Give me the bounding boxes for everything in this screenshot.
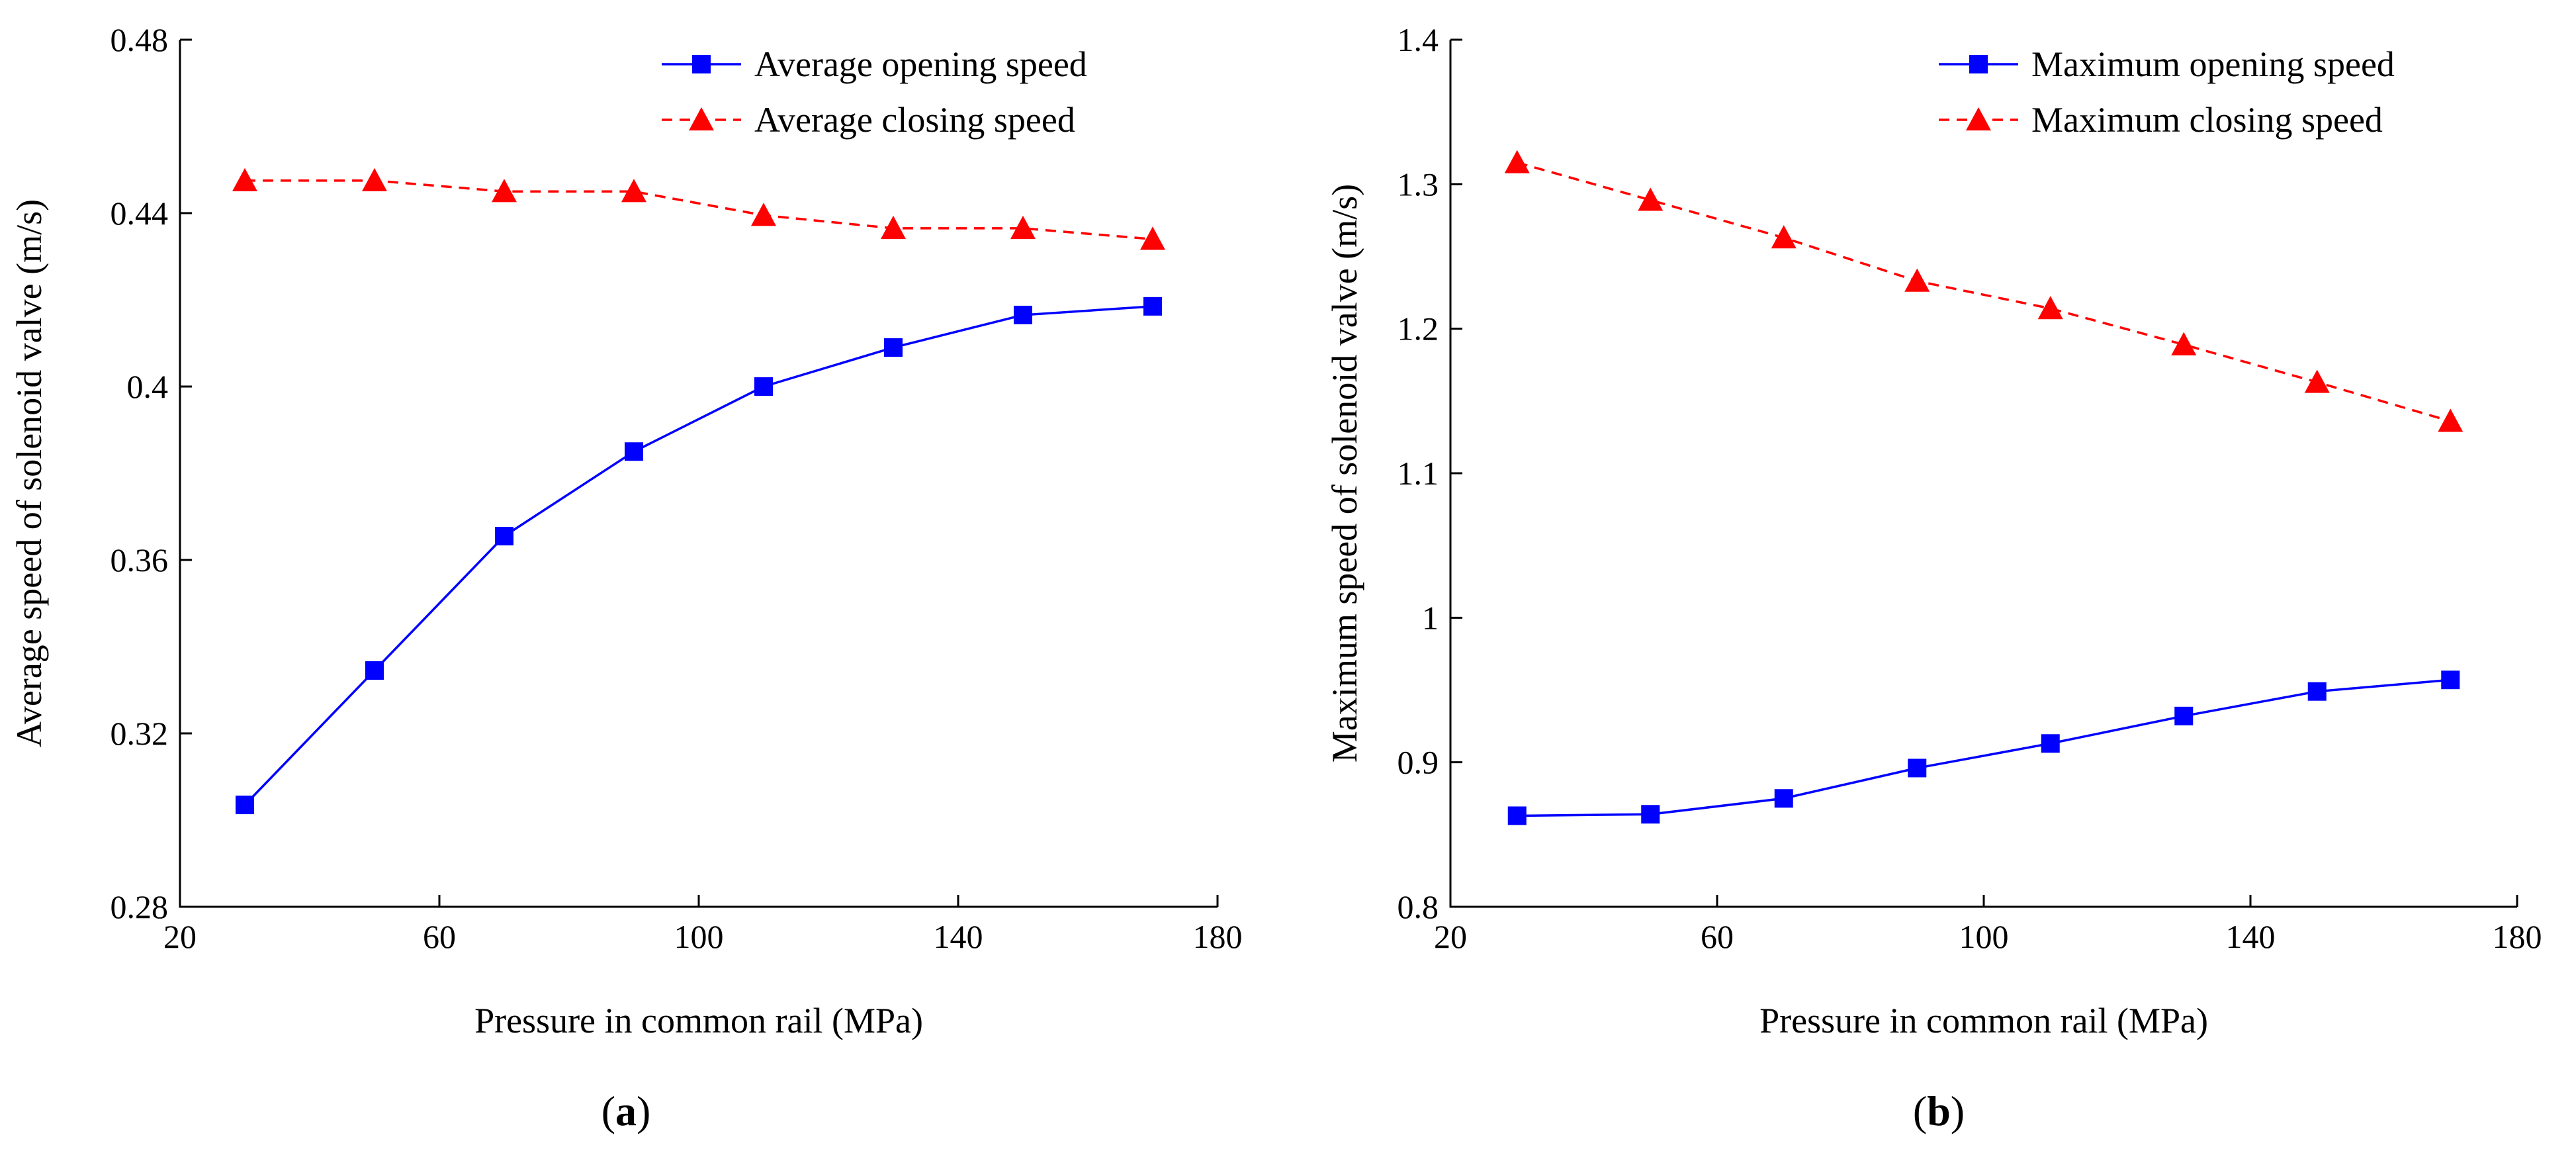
chart-b-legend-label-1: Maximum opening speed: [2031, 44, 2395, 84]
chart-b-y-tick-label: 1.3: [1398, 165, 1439, 203]
chart-b-ticks: 20 60 100 140 180 0.8 0.9 1 1.1 1.2 1.3 1.4: [1398, 21, 2542, 955]
chart-b-series-2-point: [2304, 369, 2330, 393]
chart-b-series-1-point: [2307, 682, 2327, 701]
chart-b-x-axis-title: Pressure in common rail (MPa): [1759, 1001, 2208, 1040]
chart-b-legend-marker-1: [1969, 55, 1988, 73]
chart-a-x-tick-label: 60: [423, 918, 456, 955]
chart-b-axes: [1449, 40, 2517, 908]
chart-b-y-tick-label: 1.4: [1398, 21, 1439, 58]
chart-b-x-tick-label: 20: [1434, 918, 1467, 955]
chart-b-series-2-point: [1904, 268, 1930, 292]
chart-a-legend-label-2: Average closing speed: [754, 100, 1075, 140]
chart-a-legend: Average opening speed Average closing spe…: [662, 44, 1087, 140]
chart-b-x-tick-label: 180: [2493, 918, 2542, 955]
chart-b-series-line-1: [1517, 678, 2451, 817]
chart-a-y-tick-label: 0.32: [111, 715, 169, 752]
chart-a-series-line-2: [245, 179, 1153, 241]
chart-b-series-1-point: [1908, 759, 1927, 778]
chart-a-series-1-point: [236, 796, 254, 815]
chart-a-y-axis-title: Average speed of solenoid valve (m/s): [9, 199, 49, 747]
chart-a-x-tick-label: 100: [674, 918, 724, 955]
chart-b-y-tick-label: 0.9: [1398, 744, 1439, 781]
chart-a-panel-label: (a): [601, 1087, 651, 1134]
chart-b-y-tick-label: 1: [1422, 599, 1439, 636]
chart-a-legend-label-1: Average opening speed: [754, 44, 1087, 84]
chart-a-plot-area: [232, 167, 1165, 815]
chart-b-panel-letter: b: [1927, 1087, 1951, 1134]
chart-b-series-1-point: [1641, 805, 1660, 824]
chart-b-series-2-point: [1504, 150, 1530, 173]
chart-a-panel-letter: a: [615, 1087, 637, 1134]
chart-b-series-1-point: [2441, 670, 2460, 690]
chart-b-series-1-point: [1774, 789, 1793, 808]
chart-a-legend-marker-1: [692, 55, 711, 73]
chart-b-y-axis-title: Maximum speed of solenoid valve (m/s): [1325, 184, 1364, 762]
chart-a-legend-marker-2: [689, 107, 714, 131]
chart-a-series-2-point: [492, 179, 517, 203]
chart-b-x-tick-label: 60: [1701, 918, 1734, 955]
chart-a-series-1-point: [625, 442, 643, 461]
chart-a-x-tick-label: 20: [163, 918, 197, 955]
chart-b-y-tick-label: 1.2: [1398, 310, 1439, 347]
chart-a-y-tick-label: 0.28: [111, 888, 169, 925]
chart-a-series-line-1: [244, 305, 1153, 806]
chart-b-series-2-point: [2438, 408, 2464, 432]
chart-a-series-2-point: [751, 203, 776, 226]
chart-a-series-1-point: [365, 661, 384, 680]
chart-a: 20 60 100 140 180 0.28 0.32 0.36 0.4 0.44 0.48 Ave…: [9, 21, 1243, 1134]
chart-b: 20 60 100 140 180 0.8 0.9 1 1.1 1.2 1.3 1.4 Maximum…: [1325, 21, 2542, 1134]
chart-b-series-2-point: [1638, 187, 1664, 211]
chart-b-legend-marker-2: [1966, 107, 1991, 131]
chart-a-series-1-point: [1014, 305, 1032, 324]
chart-b-y-tick-label: 0.8: [1398, 888, 1439, 925]
chart-a-series-2-point: [1140, 226, 1165, 250]
chart-a-x-tick-label: 180: [1193, 918, 1243, 955]
chart-b-series-1-point: [1507, 806, 1527, 825]
chart-b-y-tick-label: 1.1: [1398, 455, 1439, 492]
chart-a-y-tick-label: 0.36: [111, 541, 169, 578]
chart-a-series-2-point: [362, 167, 387, 192]
chart-a-series-2-point: [881, 215, 906, 240]
chart-b-series-2-point: [1771, 225, 1797, 249]
chart-a-y-tick-label: 0.48: [111, 21, 169, 58]
chart-b-legend: Maximum opening speed Maximum closing spe…: [1939, 44, 2395, 140]
chart-a-series-2-point: [1010, 215, 1036, 240]
chart-b-panel-label: (b): [1913, 1087, 1965, 1134]
chart-b-x-tick-label: 100: [1959, 918, 2009, 955]
chart-a-y-tick-label: 0.4: [127, 368, 169, 405]
chart-a-axes: [179, 40, 1218, 908]
chart-a-series-1-point: [495, 526, 513, 545]
chart-a-x-axis-title: Pressure in common rail (MPa): [474, 1001, 923, 1040]
chart-a-y-tick-label: 0.44: [111, 195, 169, 232]
chart-a-ticks: 20 60 100 140 180 0.28 0.32 0.36 0.4 0.44 0.48: [111, 21, 1243, 955]
chart-b-series-1-point: [2174, 706, 2194, 725]
chart-b-x-tick-label: 140: [2226, 918, 2276, 955]
chart-a-x-tick-label: 140: [934, 918, 983, 955]
chart-b-series-line-2: [1517, 161, 2451, 423]
chart-a-series-2-point: [232, 167, 257, 192]
chart-a-series-2-point: [621, 179, 646, 203]
chart-b-plot-area: [1504, 150, 2464, 825]
chart-b-series-1-point: [2041, 734, 2060, 753]
chart-b-series-2-point: [2037, 296, 2063, 320]
chart-a-series-1-point: [1143, 297, 1162, 316]
chart-b-legend-label-2: Maximum closing speed: [2031, 100, 2383, 140]
chart-b-series-2-point: [2171, 332, 2197, 355]
chart-a-series-1-point: [884, 338, 903, 357]
chart-a-series-1-point: [754, 377, 773, 396]
